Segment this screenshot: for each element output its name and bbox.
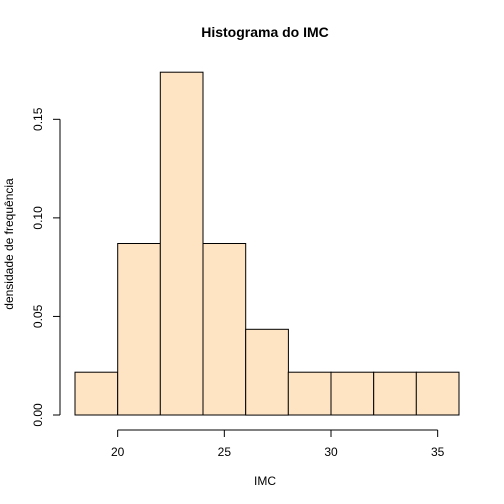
- y-tick-label: 0.15: [31, 107, 45, 131]
- x-axis-label: IMC: [254, 474, 276, 488]
- x-tick-label: 35: [431, 445, 445, 459]
- x-tick-label: 25: [218, 445, 232, 459]
- histogram-bar: [373, 371, 417, 416]
- histogram-bar: [74, 371, 119, 416]
- histogram-bar: [415, 371, 460, 416]
- histogram-bar: [245, 328, 289, 416]
- x-tick-label: 30: [324, 445, 338, 459]
- y-tick-label: 0.05: [31, 304, 45, 328]
- y-tick-label: 0.00: [31, 403, 45, 427]
- histogram-bar: [330, 371, 375, 416]
- y-axis: 0.00 0.05 0.10 0.15: [31, 107, 61, 427]
- y-tick-label: 0.10: [31, 206, 45, 230]
- x-axis: 20 25 30 35: [111, 429, 445, 459]
- y-axis-label: densidade de frequência: [2, 178, 16, 310]
- chart-title: Histograma do IMC: [201, 24, 329, 40]
- histogram-bar: [117, 243, 161, 416]
- x-tick-label: 20: [111, 445, 125, 459]
- histogram-bar: [202, 243, 247, 416]
- histogram-bar: [287, 371, 332, 416]
- histogram-bar: [159, 71, 204, 416]
- bars-group: [74, 71, 460, 416]
